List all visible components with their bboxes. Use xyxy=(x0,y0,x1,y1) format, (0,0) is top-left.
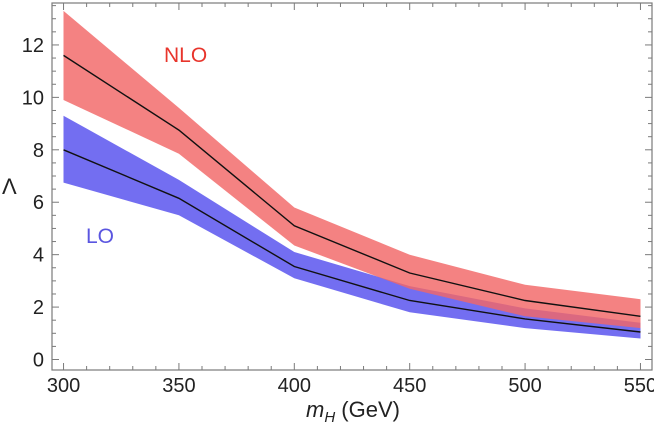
nlo-band xyxy=(63,10,641,329)
y-tick-label: 2 xyxy=(33,297,44,319)
plot-frame xyxy=(51,2,653,371)
x-tick-label: 350 xyxy=(162,375,195,397)
y-tick-label: 4 xyxy=(33,245,44,267)
x-tick-label: 500 xyxy=(508,375,541,397)
x-axis-label: mH (GeV) xyxy=(306,397,400,423)
x-tick-label: 550 xyxy=(624,375,654,397)
lo-label: LO xyxy=(86,225,114,248)
y-tick-label: 0 xyxy=(33,350,44,372)
x-tick-label: 400 xyxy=(278,375,311,397)
nlo-central-line xyxy=(63,54,641,317)
y-tick-label: 12 xyxy=(22,35,44,57)
nlo-label: NLO xyxy=(164,44,207,67)
lo-central-line xyxy=(63,149,641,333)
x-axis-label-unit: (GeV) xyxy=(335,397,400,422)
x-axis-label-var: m xyxy=(306,397,324,422)
central-lines xyxy=(63,54,641,333)
x-axis-label-subscript: H xyxy=(324,409,335,423)
uncertainty-bands xyxy=(63,10,641,339)
y-tick-label: 6 xyxy=(33,192,44,214)
y-tick-label: 8 xyxy=(33,140,44,162)
y-tick-label: 10 xyxy=(22,87,44,109)
y-axis: 0 2 4 6 8 10 12 xyxy=(22,5,652,372)
x-axis: 300 350 400 450 500 550 xyxy=(47,3,654,397)
x-tick-label: 450 xyxy=(393,375,426,397)
y-axis-label: Λ xyxy=(2,174,17,199)
x-tick-label: 300 xyxy=(47,375,80,397)
